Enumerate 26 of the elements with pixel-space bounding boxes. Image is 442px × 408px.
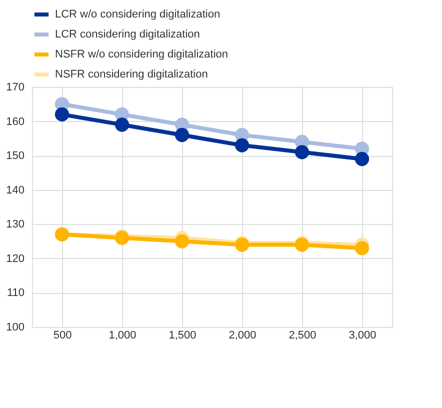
y-tick-label: 130 bbox=[6, 218, 24, 231]
legend-label: LCR considering digitalization bbox=[55, 28, 200, 40]
x-tick-label: 500 bbox=[53, 330, 72, 342]
point bbox=[174, 128, 190, 142]
point bbox=[174, 234, 190, 248]
legend-label: NSFR w/o considering digitalization bbox=[55, 48, 228, 60]
legend-label: LCR w/o considering digitalization bbox=[55, 8, 220, 20]
point bbox=[354, 241, 370, 256]
y-tick-label: 170 bbox=[6, 82, 24, 94]
x-tick-label: 3,000 bbox=[348, 330, 376, 342]
point bbox=[294, 145, 310, 160]
y-tick-label: 160 bbox=[6, 116, 24, 128]
x-tick-label: 2,000 bbox=[228, 330, 256, 342]
legend-label: NSFR considering digitalization bbox=[55, 68, 208, 80]
y-tick-label: 100 bbox=[6, 322, 24, 334]
y-tick-label: 120 bbox=[6, 252, 24, 265]
point bbox=[54, 107, 70, 122]
point bbox=[114, 118, 130, 132]
x-tick-label: 1,500 bbox=[168, 330, 196, 342]
y-tick-label: 150 bbox=[6, 150, 24, 162]
point bbox=[354, 152, 370, 166]
x-tick-label: 1,000 bbox=[108, 330, 136, 342]
point bbox=[234, 138, 250, 152]
x-tick-label: 2,500 bbox=[288, 330, 316, 342]
y-tick-label: 110 bbox=[6, 287, 24, 300]
y-tick-label: 140 bbox=[6, 184, 24, 196]
